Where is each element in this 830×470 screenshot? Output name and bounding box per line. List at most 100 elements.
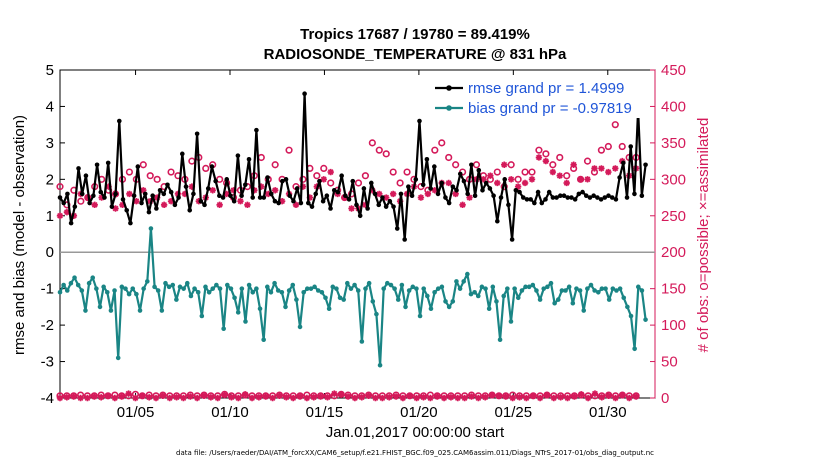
y-tick-label-right: 200 xyxy=(661,244,686,261)
bias-point xyxy=(625,304,630,310)
bias-point xyxy=(119,284,125,290)
bias-point xyxy=(83,308,88,313)
obs-assimilated-point xyxy=(112,205,119,212)
rmse-point xyxy=(609,195,615,200)
bias-point xyxy=(399,282,405,288)
bias-point xyxy=(86,280,92,286)
bias-point xyxy=(297,324,303,330)
obs-assimilated-point xyxy=(466,194,473,201)
rmse-point xyxy=(309,204,315,209)
obs-assimilated-point xyxy=(160,201,168,209)
obs-possible-point xyxy=(528,168,536,176)
bias-point xyxy=(330,284,336,290)
rmse-point xyxy=(168,189,174,195)
obs-assimilated-point xyxy=(528,176,536,183)
obs-assimilated-point xyxy=(269,394,276,402)
rmse-point xyxy=(483,180,489,186)
obs-possible-point xyxy=(320,164,328,172)
obs-assimilated-point xyxy=(399,394,407,402)
obs-assimilated-point xyxy=(132,394,139,402)
bias-point xyxy=(635,284,641,290)
bias-point xyxy=(126,291,132,297)
obs-assimilated-point xyxy=(488,391,496,399)
obs-assimilated-point xyxy=(278,198,286,205)
bias-point xyxy=(101,284,106,290)
obs-assimilated-point xyxy=(209,187,216,194)
rmse-point xyxy=(372,191,378,197)
obs-assimilated-point xyxy=(56,212,64,219)
obs-assimilated-point xyxy=(440,394,448,402)
bias-point xyxy=(192,286,197,291)
bias-point xyxy=(94,286,99,291)
rmse-point xyxy=(331,187,337,193)
y-tick-label-left: -4 xyxy=(41,390,54,407)
obs-assimilated-point xyxy=(331,390,338,397)
x-tick-label: 01/15 xyxy=(306,404,344,421)
rmse-point xyxy=(491,193,496,199)
obs-assimilated-point xyxy=(70,393,77,400)
obs-assimilated-point xyxy=(235,394,242,402)
bias-point xyxy=(552,300,557,306)
rmse-point xyxy=(172,202,178,208)
obs-assimilated-point xyxy=(167,198,175,205)
obs-assimilated-point xyxy=(77,394,84,402)
bias-point xyxy=(446,304,452,310)
obs-assimilated-point xyxy=(598,165,605,172)
rmse-point xyxy=(517,189,522,195)
obs-assimilated-point xyxy=(145,394,153,401)
bias-point xyxy=(439,284,445,290)
bias-point xyxy=(385,280,390,286)
rmse-point xyxy=(343,193,348,199)
legend-bias-marker xyxy=(446,105,452,111)
bias-point xyxy=(490,284,496,290)
rmse-point xyxy=(320,198,326,204)
obs-possible-point xyxy=(125,168,134,176)
obs-assimilated-point xyxy=(598,394,606,401)
y-tick-label-left: -2 xyxy=(41,317,54,334)
obs-assimilated-point xyxy=(556,172,563,179)
bias-point xyxy=(352,282,357,288)
obs-assimilated-point xyxy=(445,179,452,187)
bias-point xyxy=(468,291,474,297)
bias-point xyxy=(312,284,317,290)
obs-possible-point xyxy=(285,146,293,154)
obs-assimilated-point xyxy=(536,394,544,402)
bias-point xyxy=(595,290,601,295)
y-tick-label-right: 0 xyxy=(661,390,669,407)
obs-assimilated-point xyxy=(91,201,98,209)
obs-assimilated-point xyxy=(237,198,244,205)
obs-assimilated-point xyxy=(351,394,359,402)
rmse-point xyxy=(439,180,445,186)
obs-assimilated-point xyxy=(577,176,584,183)
bias-point xyxy=(323,295,328,301)
rmse-point xyxy=(506,202,511,208)
rmse-point xyxy=(65,191,70,197)
bias-point xyxy=(610,286,616,291)
rmse-point xyxy=(120,197,126,202)
bias-point xyxy=(348,286,354,291)
chart-title-line2: RADIOSONDE_TEMPERATURE @ 831 hPa xyxy=(263,46,567,63)
bias-point xyxy=(355,288,361,293)
obs-assimilated-point xyxy=(376,190,383,198)
obs-assimilated-point xyxy=(348,205,355,212)
bias-point xyxy=(465,271,470,277)
obs-assimilated-point xyxy=(153,194,161,201)
obs-assimilated-point xyxy=(303,394,311,402)
obs-assimilated-point xyxy=(358,394,365,401)
rmse-point xyxy=(116,118,122,124)
rmse-point xyxy=(498,195,504,200)
rmse-point xyxy=(335,189,341,195)
bias-point xyxy=(377,362,383,368)
rmse-point xyxy=(454,187,459,193)
obs-assimilated-point xyxy=(97,394,105,401)
bias-point xyxy=(188,293,194,299)
bias-point xyxy=(250,290,256,295)
obs-assimilated-point xyxy=(509,394,516,402)
obs-assimilated-point xyxy=(372,394,379,402)
rmse-point xyxy=(480,187,485,193)
rmse-point xyxy=(294,186,300,191)
bias-point xyxy=(148,226,154,231)
bias-point xyxy=(115,355,121,361)
obs-assimilated-point xyxy=(126,190,133,198)
obs-assimilated-point xyxy=(514,183,522,190)
